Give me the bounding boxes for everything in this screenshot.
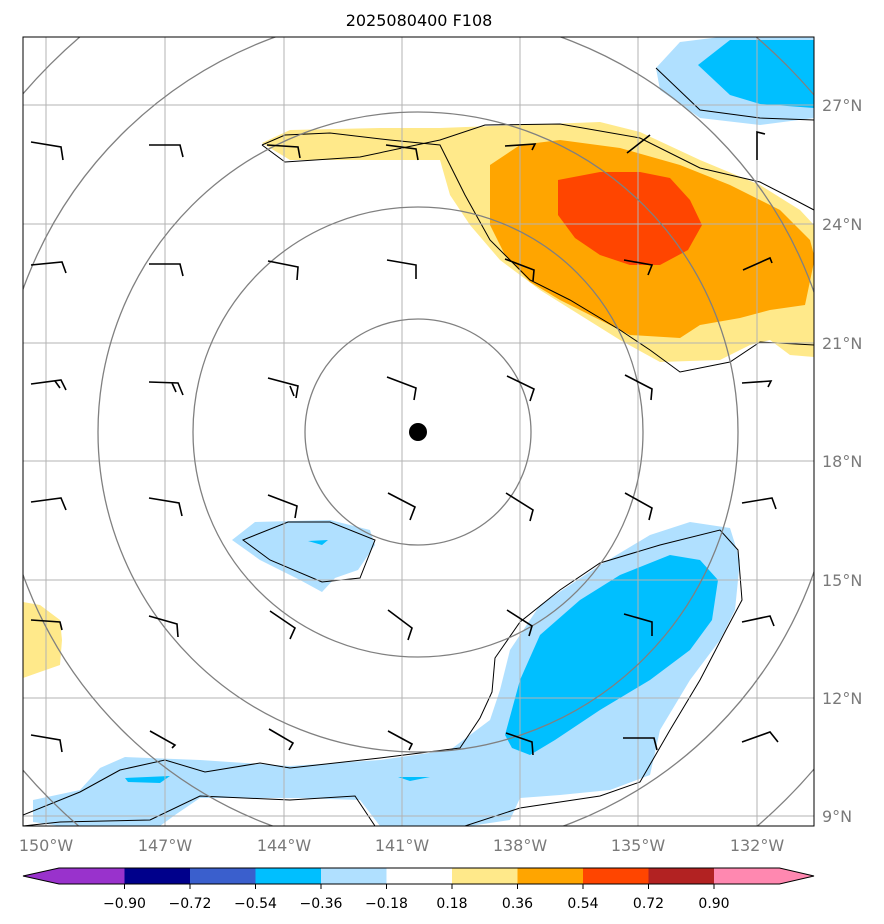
range-ring-3 <box>97 111 739 753</box>
lat-label-15N: 15°N <box>822 571 862 590</box>
colorbar-segment <box>714 868 780 884</box>
lon-label-144W: 144°W <box>257 836 312 855</box>
storm-center-marker <box>409 423 427 441</box>
colorbar-tick-label: 0.36 <box>502 896 533 912</box>
lat-label-18N: 18°N <box>822 452 862 471</box>
lat-label-27N: 27°N <box>822 96 862 115</box>
colorbar-segment <box>517 868 583 884</box>
lon-label-147W: 147°W <box>138 836 193 855</box>
colorbar-tick-label: 0.90 <box>698 896 729 912</box>
lat-label-9N: 9°N <box>822 807 852 826</box>
range-ring-2 <box>192 206 644 658</box>
range-ring-1 <box>304 318 532 546</box>
chart-title: 2025080400 F108 <box>346 11 493 30</box>
colorbar-segment <box>452 868 518 884</box>
lon-label-135W: 135°W <box>611 836 666 855</box>
colorbar-extend-max <box>779 868 814 884</box>
colorbar-tick-label: 0.18 <box>436 896 467 912</box>
colorbar-segment <box>190 868 256 884</box>
lat-label-12N: 12°N <box>822 689 862 708</box>
colorbar-tick-label: 0.72 <box>633 896 664 912</box>
lon-label-132W: 132°W <box>730 836 785 855</box>
lat-label-21N: 21°N <box>822 334 862 353</box>
colorbar-segment <box>583 868 649 884</box>
colorbar-segment <box>321 868 387 884</box>
colorbar-tick-label: −0.18 <box>365 896 408 912</box>
lat-label-24N: 24°N <box>822 215 862 234</box>
colorbar-segment <box>59 868 125 884</box>
plot-frame <box>22 36 815 827</box>
colorbar-segment <box>255 868 321 884</box>
lon-label-150W: 150°W <box>19 836 74 855</box>
colorbar-tick-label: −0.36 <box>300 896 343 912</box>
longitude-labels: 150°W 147°W 144°W 141°W 138°W 135°W 132°… <box>19 836 785 855</box>
negative-anomaly-region <box>33 37 814 826</box>
colorbar-segment <box>648 868 714 884</box>
colorbar-tick-label: −0.90 <box>103 896 146 912</box>
latitude-labels: 27°N 24°N 21°N 18°N 15°N 12°N 9°N <box>822 96 862 826</box>
colorbar-segment <box>124 868 190 884</box>
lon-label-138W: 138°W <box>493 836 548 855</box>
colorbar: −0.90 −0.72 −0.54 −0.36 −0.18 0.18 0.36 … <box>22 867 815 912</box>
colorbar-tick-label: −0.54 <box>234 896 277 912</box>
colorbar-segment <box>386 868 452 884</box>
colorbar-tick-label: −0.72 <box>169 896 212 912</box>
colorbar-extend-min <box>23 868 59 884</box>
colorbar-tick-label: 0.54 <box>567 896 598 912</box>
gridlines <box>23 37 814 826</box>
contour-lines <box>23 67 814 826</box>
wind-barbs <box>30 130 779 756</box>
lon-label-141W: 141°W <box>375 836 430 855</box>
